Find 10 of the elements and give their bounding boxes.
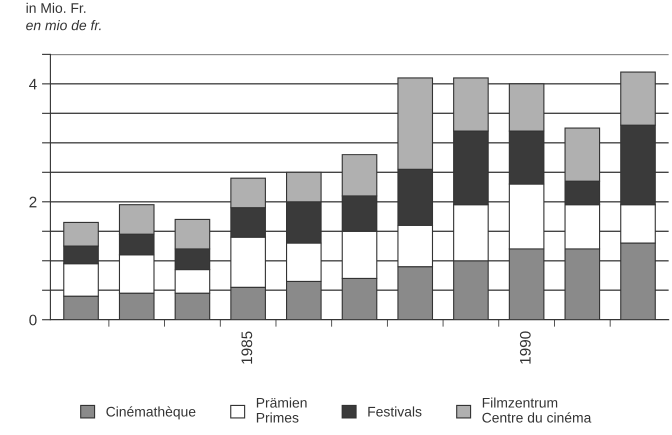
y-tick-label: 2	[29, 196, 36, 208]
x-tick-label: 1990	[520, 331, 531, 364]
legend-label: Filmzentrum Centre du cinéma	[482, 397, 592, 423]
legend-label: Festivals	[368, 406, 422, 417]
legend-label: Cinémathèque	[106, 406, 196, 420]
legend-label: Prämien Primes	[256, 397, 307, 423]
y-tick-label: 4	[29, 78, 37, 90]
x-tick-label: 1985	[241, 331, 252, 364]
y-tick-label: 0	[29, 314, 37, 326]
y-axis-title: in Mio. Fr. en mio de fr.	[26, 2, 101, 30]
